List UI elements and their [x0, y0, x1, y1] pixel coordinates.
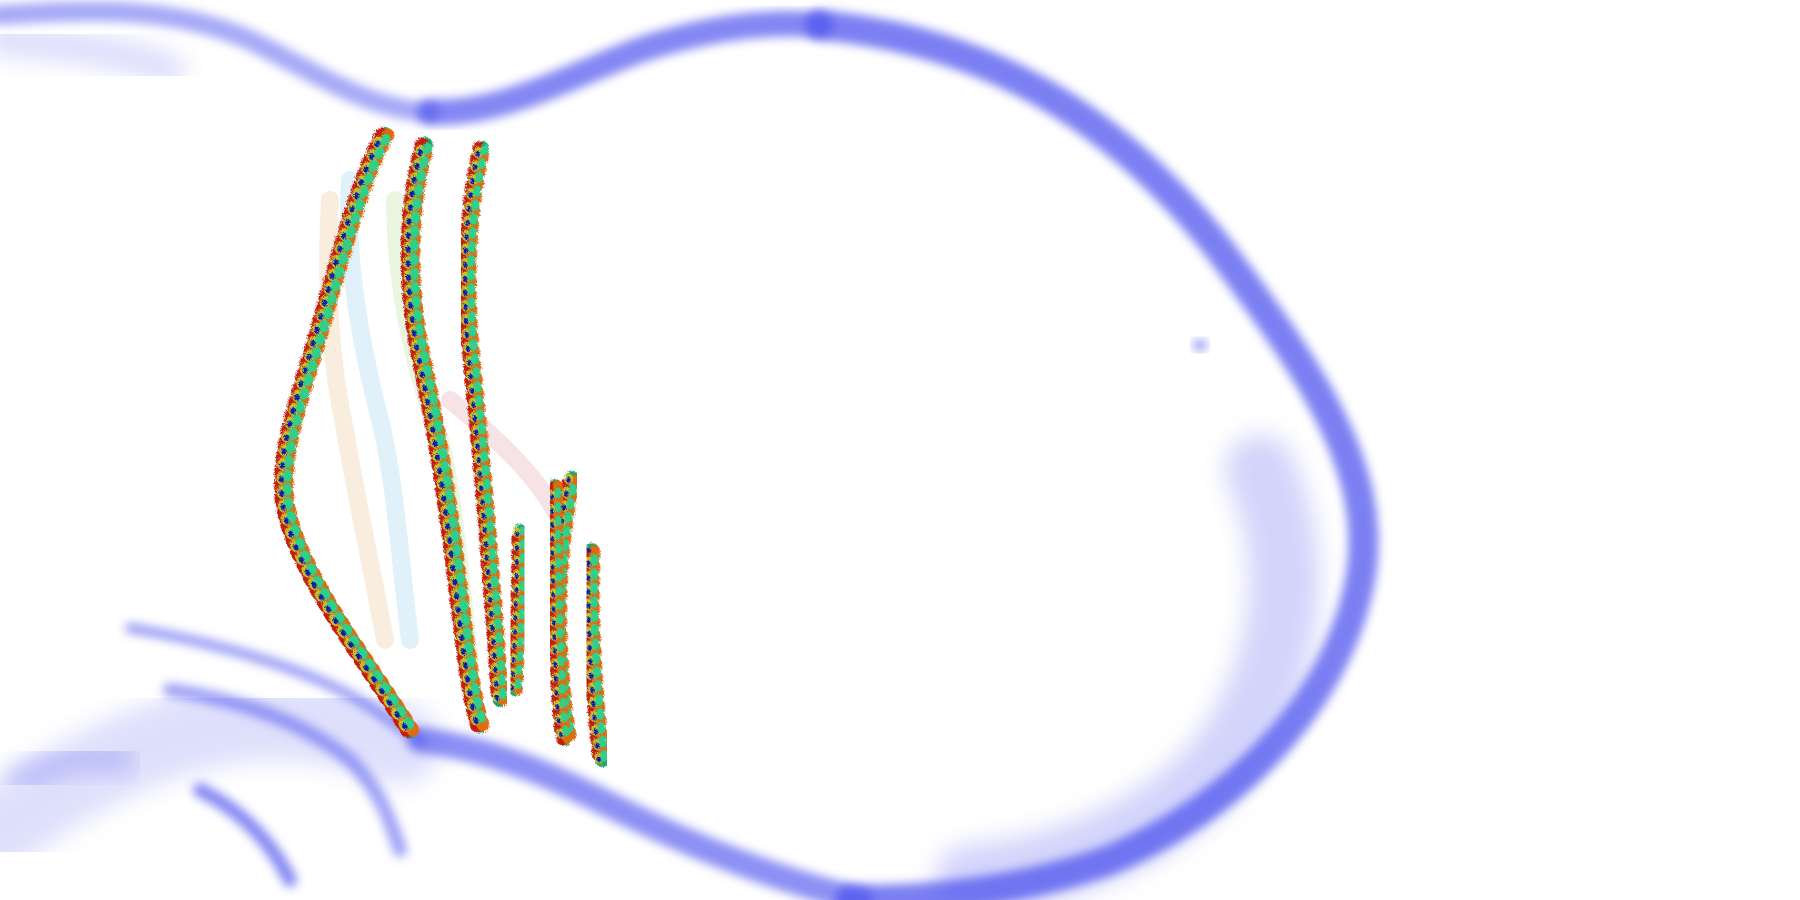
- filament-stripe: [550, 483, 564, 742]
- filament: [400, 137, 490, 733]
- filament-stripe: [590, 546, 609, 764]
- filament-stripe: [282, 130, 418, 735]
- membrane-right-haze: [935, 435, 1319, 900]
- membrane-upper-left-haze: [0, 25, 185, 85]
- filament-stripe: [462, 145, 500, 703]
- filament: [274, 127, 420, 738]
- filament-stripe: [584, 545, 604, 765]
- filament-stripe: [405, 142, 480, 728]
- filament: [546, 479, 573, 746]
- filament-bundle: [274, 127, 611, 767]
- filament-stripe: [467, 144, 507, 704]
- membrane-neck-top: [417, 10, 833, 126]
- membrane-lower-left-haze-2: [5, 741, 135, 795]
- membrane-lower-left-3: [193, 783, 297, 887]
- filament: [458, 141, 509, 707]
- filament-stripe: [514, 526, 527, 694]
- filament-stripe: [553, 480, 573, 745]
- membrane-speck: [1193, 339, 1207, 351]
- membrane-lower-left-haze: [0, 679, 440, 870]
- cell-membrane: [0, 1, 1379, 900]
- filament: [506, 524, 528, 696]
- filament-stripe: [278, 132, 410, 733]
- membrane-upper-left: [0, 1, 440, 122]
- membrane-neck-bottom: [407, 727, 873, 900]
- filament-stripe: [409, 140, 488, 730]
- filament-stripe: [510, 528, 519, 692]
- filament: [581, 543, 611, 767]
- faint-filament: [441, 391, 569, 529]
